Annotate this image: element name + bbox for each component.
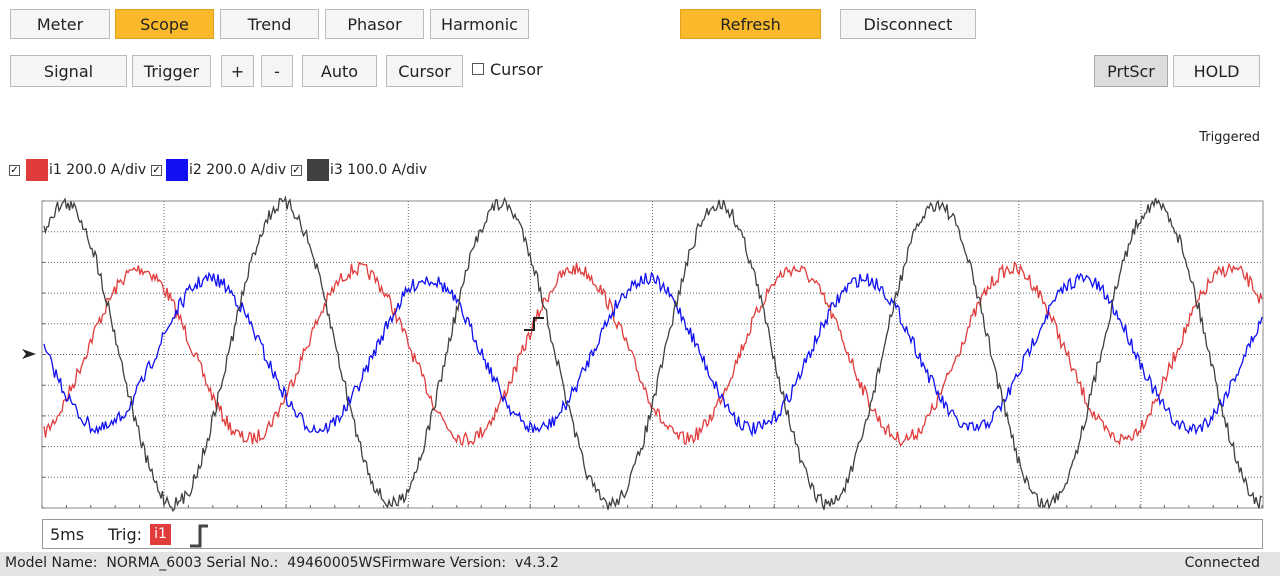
plot-frame — [41, 200, 1264, 509]
device-info: Model Name: NORMA_6003 Serial No.: 49460… — [5, 555, 559, 571]
channel-checkbox[interactable]: ✓ — [291, 165, 302, 176]
trigger-channel: i1 — [150, 524, 171, 545]
cursor-checkbox-label[interactable]: Cursor — [490, 60, 543, 79]
waveform — [43, 260, 1263, 447]
status-bar: Model Name: NORMA_6003 Serial No.: 49460… — [0, 552, 1280, 576]
channel-color — [166, 159, 188, 181]
trigger-marker — [524, 317, 544, 331]
toolbar-button[interactable]: Trigger — [132, 55, 211, 87]
toolbar-button[interactable]: Signal — [10, 55, 127, 87]
action-button[interactable]: Disconnect — [840, 9, 976, 39]
tab-button[interactable]: Meter — [10, 9, 110, 39]
toolbar-button[interactable]: Auto — [302, 55, 377, 87]
action-button[interactable]: Refresh — [680, 9, 821, 39]
connection-state: Connected — [1184, 555, 1260, 571]
right-button[interactable]: HOLD — [1173, 55, 1260, 87]
channel-label: i3 100.0 A/div — [330, 162, 428, 178]
channel-label: i2 200.0 A/div — [189, 162, 287, 178]
tab-button[interactable]: Trend — [220, 9, 319, 39]
timebase: 5ms — [50, 525, 85, 544]
channel-label: i1 200.0 A/div — [49, 162, 147, 178]
tab-button[interactable]: Phasor — [325, 9, 424, 39]
trigger-label: Trig: — [108, 525, 142, 544]
ground-marker — [22, 349, 36, 359]
toolbar-button[interactable]: - — [261, 55, 293, 87]
channel-checkbox[interactable]: ✓ — [9, 165, 20, 176]
tab-button[interactable]: Harmonic — [430, 9, 529, 39]
waveform — [43, 194, 1263, 513]
info-box — [42, 519, 1263, 549]
toolbar-button[interactable]: Cursor — [386, 55, 463, 87]
trigger-state: Triggered — [1199, 130, 1260, 145]
toolbar-button[interactable]: + — [221, 55, 254, 87]
channel-color — [307, 159, 329, 181]
channel-color — [26, 159, 48, 181]
waveform — [43, 271, 1263, 438]
right-button[interactable]: PrtScr — [1094, 55, 1168, 87]
cursor-checkbox[interactable] — [472, 63, 484, 75]
tab-button[interactable]: Scope — [115, 9, 214, 39]
channel-checkbox[interactable]: ✓ — [151, 165, 162, 176]
